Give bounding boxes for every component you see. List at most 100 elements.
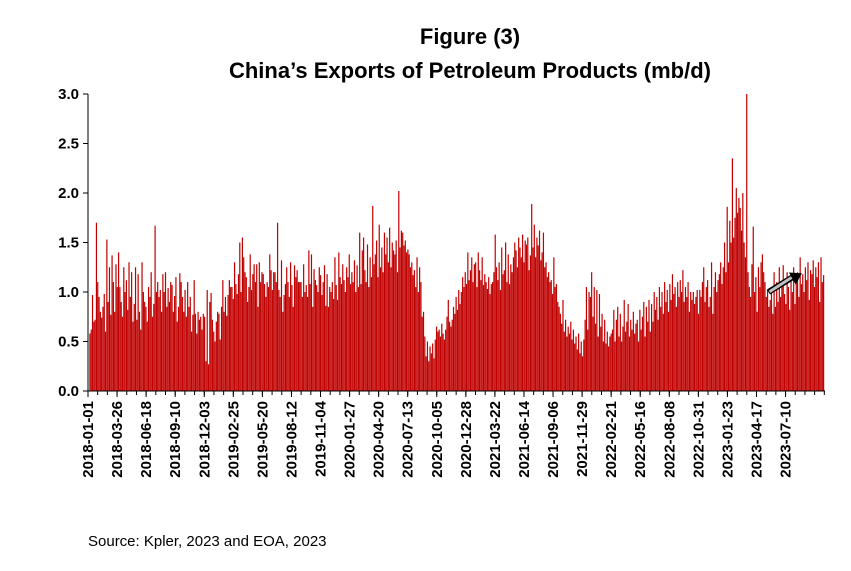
bar: [250, 290, 253, 391]
bar: [194, 313, 197, 391]
bar: [172, 311, 174, 391]
bar: [823, 275, 825, 391]
bar: [136, 319, 138, 391]
bar: [288, 296, 290, 391]
bar: [591, 272, 593, 391]
bar: [619, 313, 621, 391]
bar: [162, 274, 164, 391]
bar: [785, 303, 787, 391]
bar: [333, 298, 335, 391]
bar: [515, 250, 517, 391]
bar: [261, 272, 263, 391]
bar: [286, 267, 288, 391]
bar: [600, 326, 602, 391]
bar: [404, 240, 406, 391]
bar: [376, 240, 378, 391]
bar: [486, 289, 488, 391]
bar: [157, 282, 159, 391]
bar: [562, 299, 564, 391]
bar: [656, 296, 658, 391]
bar: [558, 306, 560, 391]
bar: [421, 316, 423, 391]
bar: [740, 230, 743, 391]
x-tick-label: 2020-04-20: [371, 401, 388, 478]
bar: [90, 329, 92, 391]
bar: [429, 346, 431, 391]
bar: [438, 329, 440, 391]
bar: [630, 319, 632, 391]
bar: [150, 272, 152, 391]
bar: [304, 292, 306, 391]
bar: [742, 193, 744, 391]
bar: [631, 329, 633, 391]
bar: [644, 336, 646, 391]
bar: [101, 317, 103, 391]
bar: [361, 250, 363, 391]
bar: [220, 306, 223, 391]
bar: [342, 264, 344, 391]
bar: [167, 288, 169, 391]
bar: [684, 287, 687, 391]
bar: [385, 254, 387, 391]
bar: [233, 262, 236, 391]
bar: [514, 242, 516, 391]
bar: [258, 262, 260, 391]
bar: [112, 282, 114, 391]
bar: [230, 287, 232, 391]
bar: [525, 244, 528, 391]
bar: [721, 284, 723, 391]
bar: [643, 301, 645, 391]
bar: [821, 282, 823, 391]
bar: [561, 323, 563, 391]
y-tick-label: 0.5: [58, 334, 79, 351]
bar: [652, 321, 654, 391]
bar: [544, 267, 546, 391]
bar: [568, 333, 571, 391]
bar: [804, 267, 806, 391]
bar: [608, 346, 610, 391]
bar: [326, 274, 328, 391]
bar: [329, 287, 331, 391]
bar: [270, 270, 272, 391]
bar: [471, 257, 473, 391]
bar: [520, 257, 522, 391]
bar: [235, 284, 237, 391]
bar: [460, 292, 462, 391]
bar: [677, 282, 679, 391]
bar: [131, 272, 133, 391]
bar: [137, 274, 139, 391]
bar: [704, 301, 706, 391]
bar: [257, 306, 259, 391]
bar: [188, 306, 190, 391]
bar: [395, 240, 397, 391]
bar: [127, 309, 129, 391]
bar: [799, 257, 801, 391]
bar: [651, 303, 653, 391]
bar: [381, 247, 383, 391]
bar: [518, 237, 520, 391]
bar: [809, 270, 812, 391]
bar: [433, 358, 435, 391]
bar: [204, 316, 206, 391]
bar: [412, 275, 414, 391]
bar: [789, 309, 791, 391]
bar: [648, 299, 650, 391]
bar: [349, 284, 352, 391]
bar: [297, 282, 300, 391]
bar: [413, 270, 416, 391]
bar: [249, 254, 251, 391]
bar: [716, 292, 718, 391]
bar: [338, 252, 340, 391]
bar: [750, 296, 752, 391]
bar: [459, 303, 461, 391]
bar: [187, 282, 189, 391]
bar: [215, 321, 217, 391]
x-tick-label: 2020-10-05: [429, 401, 446, 478]
bar: [365, 282, 367, 391]
bar: [592, 316, 594, 391]
bar: [196, 333, 198, 391]
bar: [282, 311, 284, 391]
bar: [369, 257, 371, 391]
bar: [589, 296, 591, 391]
bar: [392, 250, 395, 391]
